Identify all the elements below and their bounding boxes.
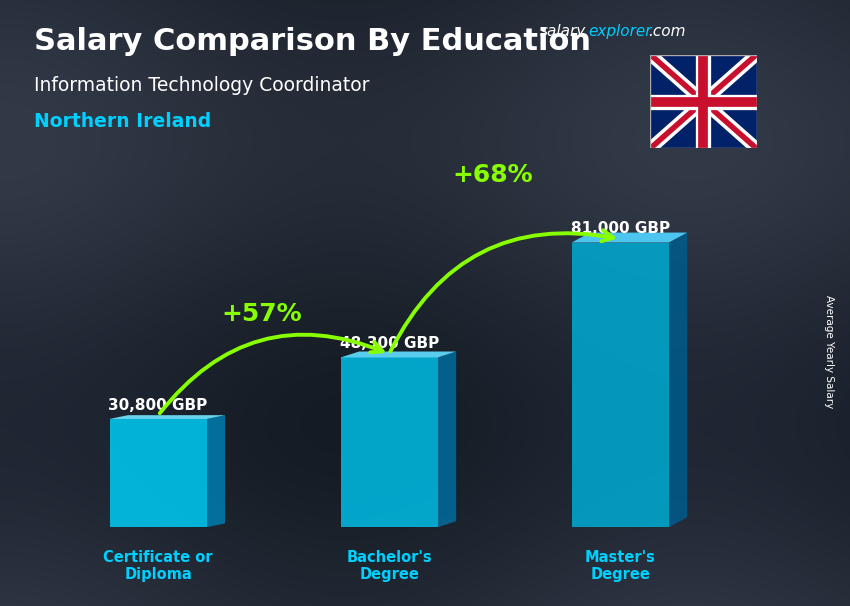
Polygon shape (110, 415, 225, 419)
Text: salary: salary (540, 24, 586, 39)
Polygon shape (438, 351, 456, 527)
Text: 81,000 GBP: 81,000 GBP (570, 221, 670, 236)
Text: 48,300 GBP: 48,300 GBP (339, 336, 439, 351)
Polygon shape (207, 415, 225, 527)
Text: .com: .com (648, 24, 685, 39)
FancyArrowPatch shape (390, 230, 613, 351)
Text: Master's
Degree: Master's Degree (585, 550, 655, 582)
Text: 30,800 GBP: 30,800 GBP (109, 398, 207, 413)
Polygon shape (669, 233, 688, 527)
Bar (110, 419, 207, 527)
Text: Northern Ireland: Northern Ireland (34, 112, 212, 131)
Text: Information Technology Coordinator: Information Technology Coordinator (34, 76, 370, 95)
Text: +68%: +68% (453, 163, 534, 187)
Text: Certificate or
Diploma: Certificate or Diploma (104, 550, 212, 582)
FancyArrowPatch shape (160, 335, 382, 413)
Text: Bachelor's
Degree: Bachelor's Degree (346, 550, 432, 582)
Polygon shape (341, 351, 456, 358)
Text: explorer: explorer (588, 24, 652, 39)
Bar (341, 358, 438, 527)
Bar (572, 242, 669, 527)
Text: Salary Comparison By Education: Salary Comparison By Education (34, 27, 591, 56)
Polygon shape (572, 233, 688, 242)
Text: Average Yearly Salary: Average Yearly Salary (824, 295, 834, 408)
Text: +57%: +57% (222, 302, 303, 326)
